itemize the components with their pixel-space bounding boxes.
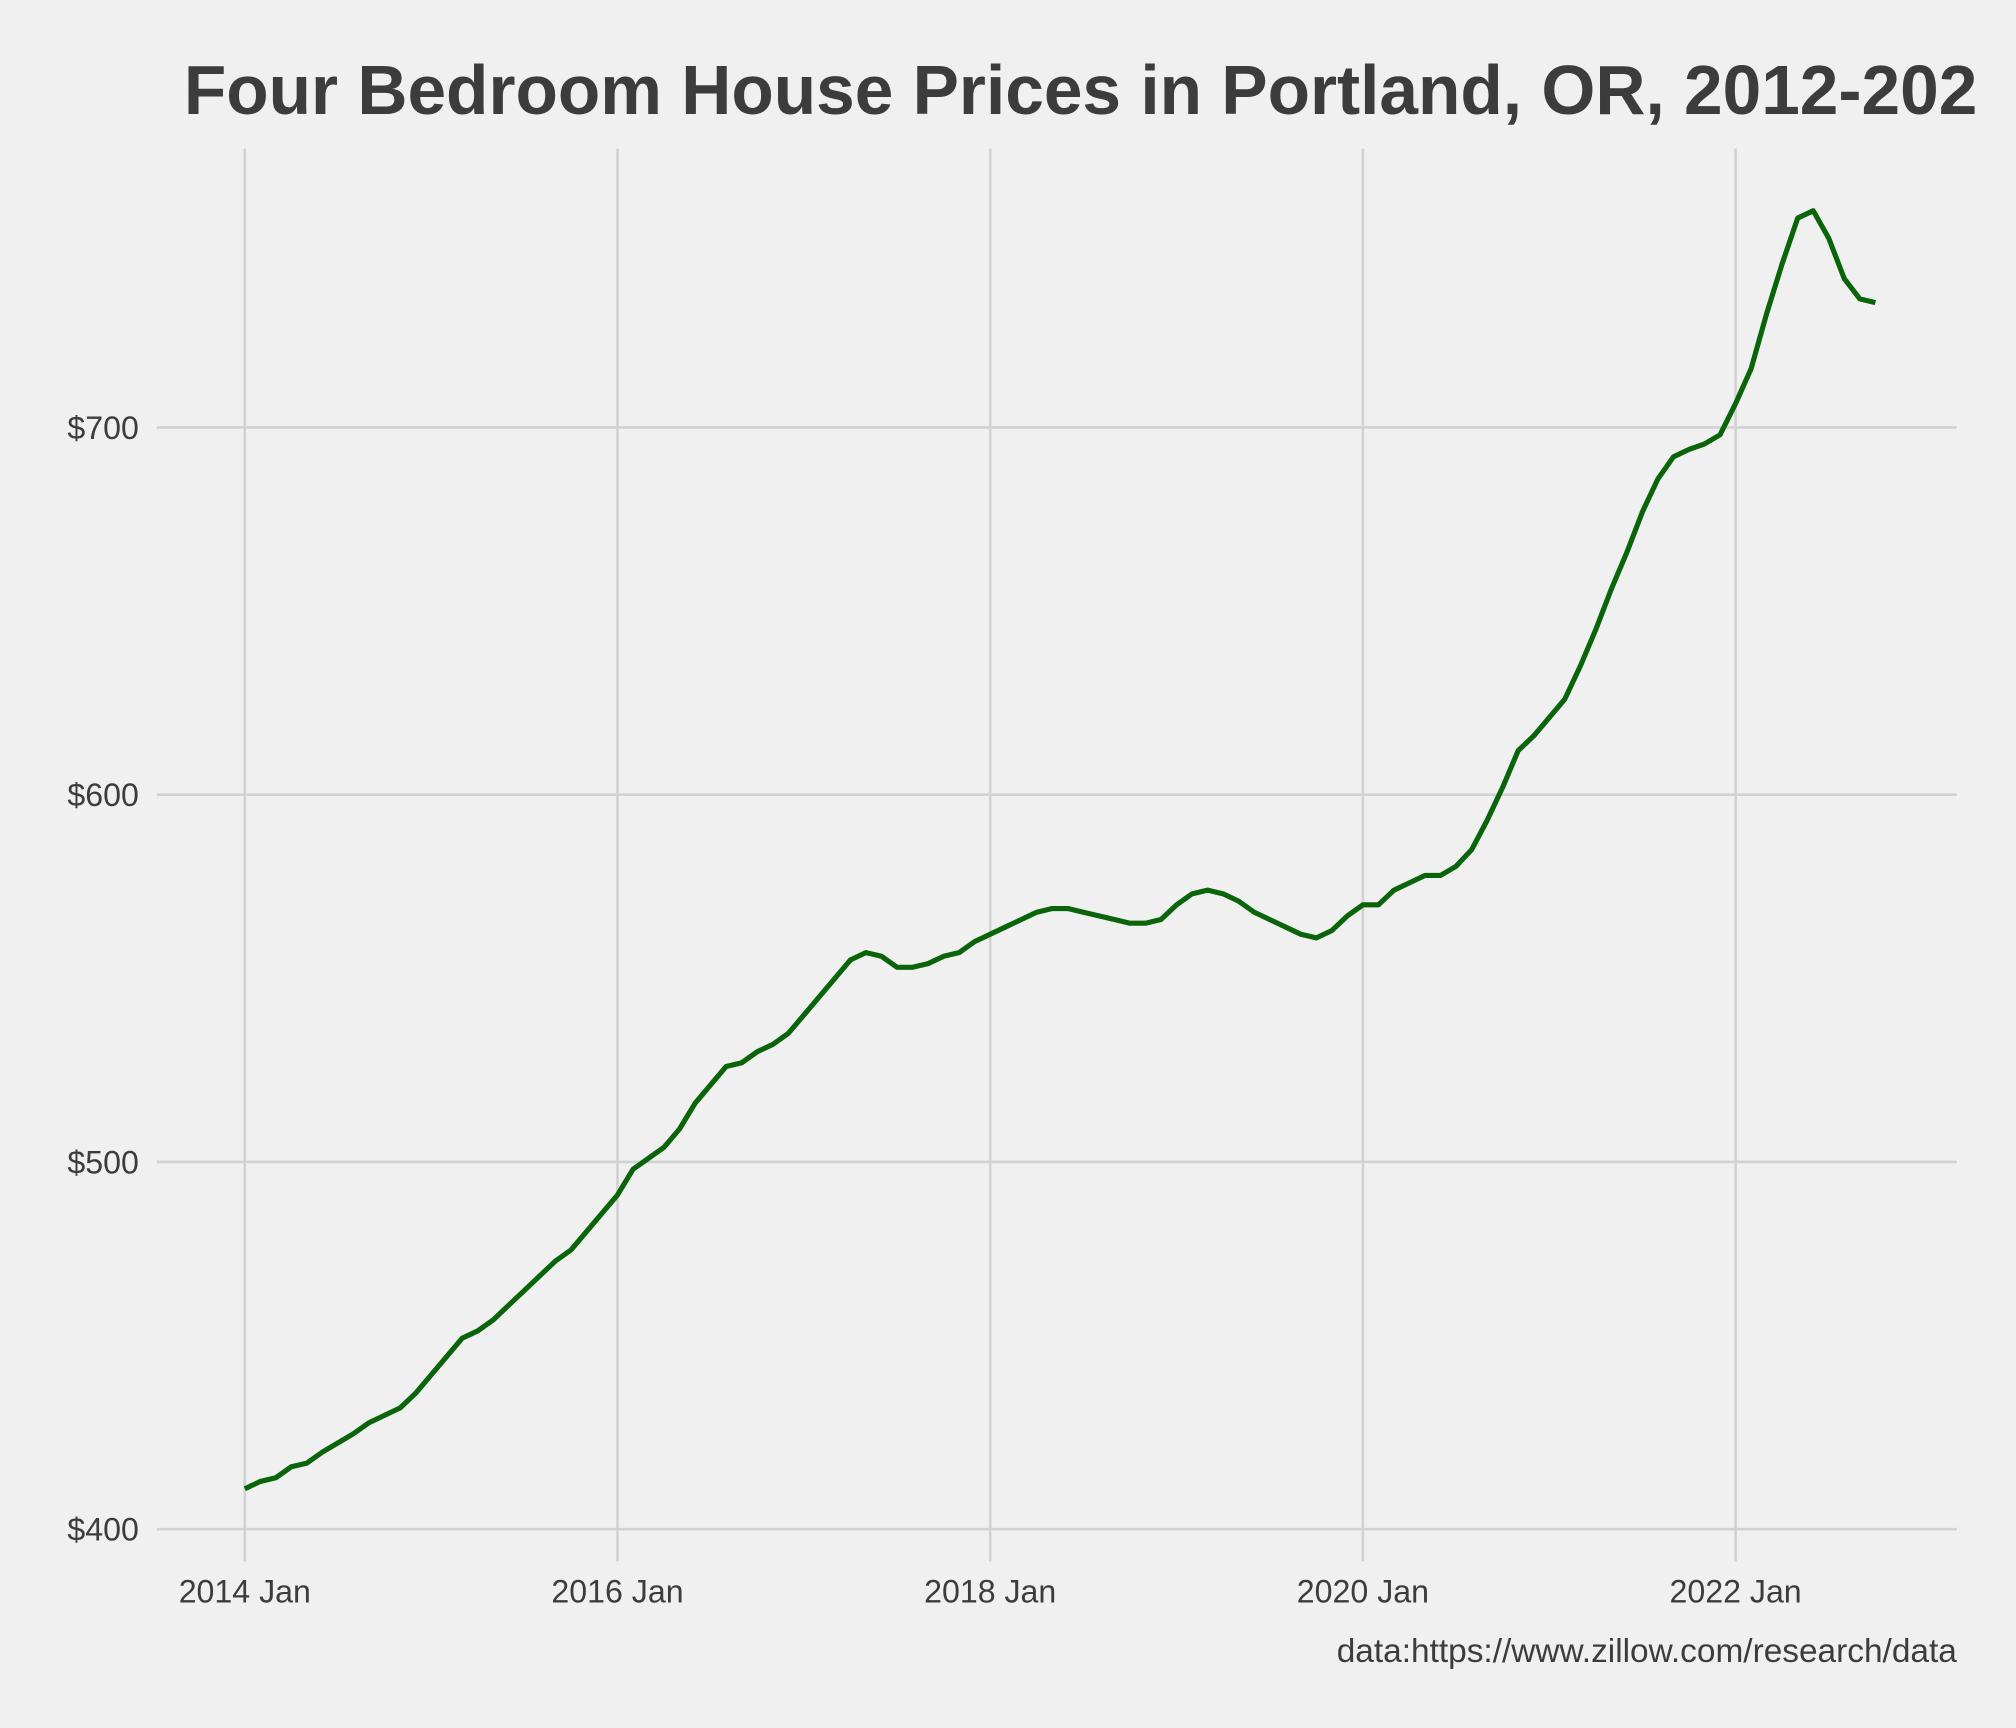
y-tick-label: $400 [67,1512,138,1548]
x-tick-label: 2016 Jan [551,1574,683,1610]
y-tick-label: $700 [67,410,138,446]
x-tick-label: 2020 Jan [1297,1574,1429,1610]
x-tick-label: 2014 Jan [179,1574,311,1610]
y-tick-label: $500 [67,1144,138,1180]
x-tick-label: 2018 Jan [924,1574,1056,1610]
caption: data:https://www.zillow.com/research/dat… [1337,1633,1958,1670]
chart-title: Four Bedroom House Prices in Portland, O… [184,51,1977,129]
x-tick-label: 2022 Jan [1669,1574,1801,1610]
y-tick-label: $600 [67,777,138,813]
price-line [243,208,1876,1492]
